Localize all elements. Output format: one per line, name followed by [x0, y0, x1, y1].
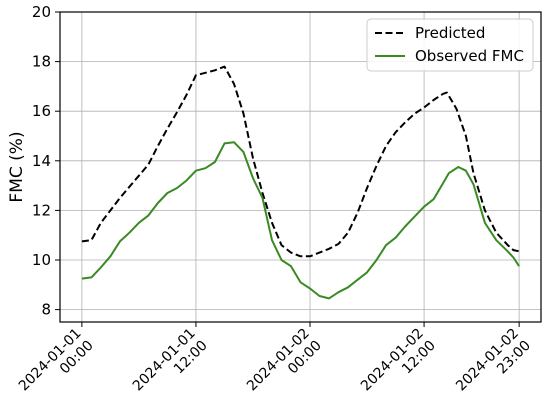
y-tick-label: 16	[32, 102, 51, 120]
legend-label: Predicted	[415, 24, 485, 42]
y-tick-label: 8	[41, 301, 51, 319]
x-tick-label-text: 2024-01-0212:00	[358, 326, 439, 407]
y-tick-label: 14	[32, 152, 51, 170]
legend-label: Observed FMC	[415, 47, 524, 65]
x-tick-label: 2024-01-0212:00	[358, 326, 439, 407]
x-tick-label-text: 2024-01-0112:00	[130, 326, 211, 407]
plot-frame	[59, 11, 542, 323]
series-line-observed-fmc	[81, 141, 520, 300]
y-tick-label: 20	[32, 3, 51, 21]
x-tick-label-text: 2024-01-0223:00	[453, 326, 534, 407]
y-axis-label: FMC (%)	[7, 131, 27, 202]
x-tick-label: 2024-01-0100:00	[16, 326, 97, 407]
series-line-predicted	[81, 65, 520, 258]
chart-legend: Predicted Observed FMC	[366, 18, 534, 72]
series-lines	[81, 65, 520, 300]
x-tick-label: 2024-01-0200:00	[244, 326, 325, 407]
y-tick-label: 12	[32, 201, 51, 219]
x-tick-label: 2024-01-0223:00	[453, 326, 534, 407]
y-tick-label: 10	[32, 251, 51, 269]
x-tick-label: 2024-01-0112:00	[130, 326, 211, 407]
y-tick-label: 18	[32, 53, 51, 71]
x-tick-label-text: 2024-01-0100:00	[16, 326, 97, 407]
legend-box	[366, 18, 534, 72]
x-tick-label-text: 2024-01-0200:00	[244, 326, 325, 407]
